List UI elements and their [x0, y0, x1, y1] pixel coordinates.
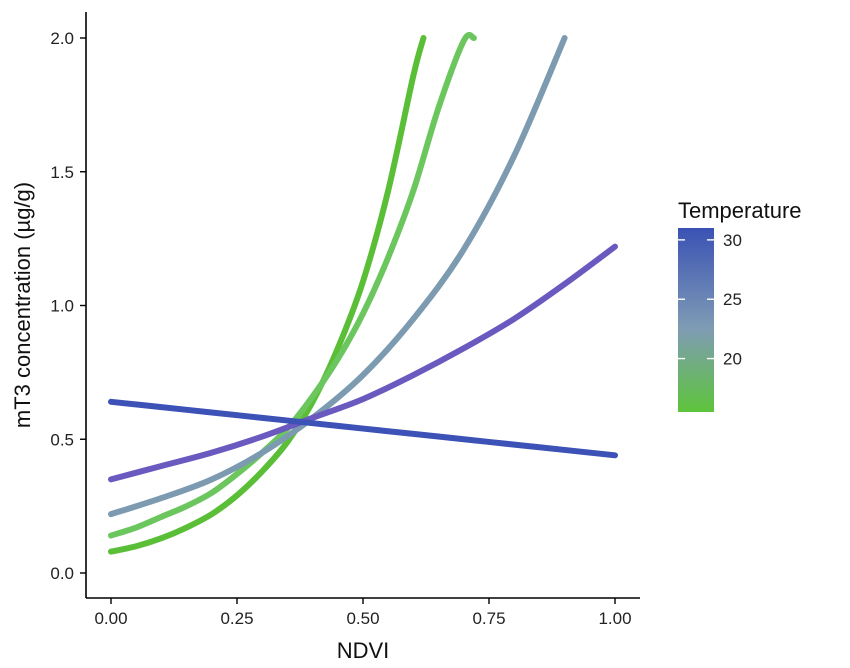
x-tick-label: 0.00 [94, 609, 127, 628]
y-tick-label: 1.0 [50, 297, 74, 316]
temperature-legend: Temperature 20 25 30 [678, 198, 802, 412]
series-line-5 [108, 398, 618, 459]
y-tick-label: 1.5 [50, 163, 74, 182]
x-axis-title: NDVI [337, 638, 390, 663]
series-line-1 [108, 35, 427, 555]
legend-tick-label: 25 [723, 290, 742, 309]
legend-tick-label: 20 [723, 350, 742, 369]
x-tick-label: 0.75 [472, 609, 505, 628]
series-line-2 [108, 31, 477, 539]
y-tick-label: 0.5 [50, 430, 74, 449]
y-axis-ticks: 0.0 0.5 1.0 1.5 2.0 [50, 29, 86, 583]
y-tick-label: 0.0 [50, 564, 74, 583]
series-line-3 [108, 35, 568, 518]
y-axis-title: mT3 concentration (µg/g) [10, 182, 35, 428]
x-tick-label: 0.50 [346, 609, 379, 628]
x-tick-label: 1.00 [598, 609, 631, 628]
series-line-4 [108, 243, 618, 483]
legend-tick-label: 30 [723, 231, 742, 250]
y-tick-label: 2.0 [50, 29, 74, 48]
legend-ticks: 20 25 30 [678, 231, 742, 369]
series-lines [108, 31, 618, 555]
legend-title: Temperature [678, 198, 802, 223]
x-tick-label: 0.25 [220, 609, 253, 628]
x-axis-ticks: 0.00 0.25 0.50 0.75 1.00 [94, 598, 632, 628]
temperature-colorbar [678, 228, 714, 412]
